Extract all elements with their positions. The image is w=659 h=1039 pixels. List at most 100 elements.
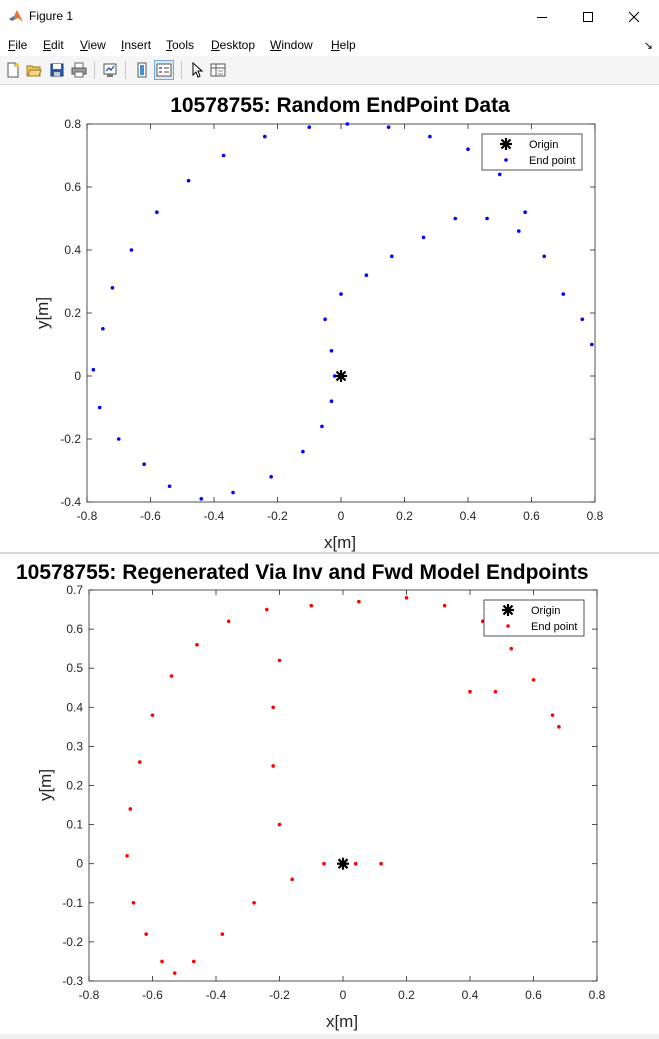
x-tick-label: -0.8 (77, 509, 98, 523)
data-point (271, 764, 275, 768)
y-tick-label: 0.1 (66, 818, 83, 832)
data-point (590, 342, 594, 347)
data-point (323, 317, 327, 322)
data-point (307, 125, 312, 129)
y-tick-label: -0.3 (62, 974, 83, 988)
y-tick-label: 0.2 (64, 306, 81, 320)
maximize-button[interactable] (565, 0, 611, 33)
data-point (144, 932, 148, 936)
legend-button[interactable] (154, 60, 174, 80)
data-point (269, 475, 273, 479)
x-tick-label: 0 (340, 988, 347, 1002)
data-point (138, 760, 142, 764)
scatter-plot-2[interactable]: 10578755: Regenerated Via Inv and Fwd Mo… (0, 554, 659, 1034)
data-point (97, 405, 102, 410)
data-point (345, 122, 350, 126)
menu-bar: File Edit View Insert Tools Desktop Wind… (0, 33, 659, 56)
data-point (580, 317, 585, 322)
data-point (116, 437, 121, 441)
data-point (125, 854, 129, 858)
menu-desktop[interactable]: Desktop (211, 38, 256, 52)
data-point (353, 861, 358, 866)
legend-endpoint-marker (506, 624, 510, 628)
data-point (186, 178, 191, 183)
legend-origin-marker (502, 604, 514, 616)
property-inspector-icon (210, 63, 226, 77)
menu-tools[interactable]: Tools (166, 38, 195, 52)
y-tick-label: 0.4 (64, 243, 81, 257)
menu-insert[interactable]: Insert (121, 38, 152, 52)
data-point (453, 216, 458, 221)
menu-window[interactable]: Window (270, 38, 313, 52)
data-point (550, 713, 555, 717)
dock-arrow-icon[interactable]: ↘ (643, 40, 653, 52)
close-icon (628, 11, 640, 22)
scatter-plot-1[interactable]: 10578755: Random EndPoint Data -0.8 -0.6 -… (0, 85, 659, 552)
property-inspector-button[interactable] (208, 60, 228, 80)
figure-panel-2: 10578755: Regenerated Via Inv and Fwd Mo… (0, 552, 659, 1034)
minimize-button[interactable] (519, 0, 565, 33)
print-button[interactable] (69, 60, 89, 80)
toolbar-separator (94, 61, 95, 79)
data-point (523, 210, 527, 214)
y-tick-label: 0.7 (66, 583, 83, 597)
data-point (195, 642, 199, 647)
data-point (442, 603, 447, 608)
x-tick-label: 0.4 (460, 509, 477, 523)
data-point (468, 689, 472, 694)
y-tick-label: 0 (74, 369, 81, 383)
colorbar-button[interactable] (132, 60, 152, 80)
data-point (379, 861, 383, 866)
data-point (517, 229, 521, 233)
origin-marker (335, 370, 347, 382)
data-point (221, 153, 226, 158)
close-button[interactable] (611, 0, 657, 33)
maximize-icon (583, 11, 593, 22)
print-icon (71, 62, 87, 78)
x-tick-label: -0.4 (204, 509, 225, 523)
legend-endpoint-label: End point (529, 155, 575, 167)
new-figure-icon (7, 62, 19, 78)
save-button[interactable] (47, 60, 67, 80)
x-axis-label: x[m] (324, 533, 356, 552)
data-point (129, 248, 134, 252)
x-tick-label: 0.8 (587, 509, 604, 523)
x-axis-label: x[m] (326, 1012, 358, 1031)
y-axis-label: y[m] (33, 297, 52, 329)
y-tick-label: 0.2 (66, 779, 83, 793)
new-figure-button[interactable] (3, 60, 23, 80)
y-tick-label: 0.5 (66, 661, 83, 675)
axes-box (88, 589, 598, 982)
data-point (301, 449, 305, 454)
data-point (231, 490, 235, 495)
data-point (466, 147, 470, 151)
y-tick-label: 0.6 (64, 180, 81, 194)
legend-origin-label: Origin (531, 605, 560, 617)
legend[interactable]: Origin End point (483, 599, 585, 637)
menu-view[interactable]: View (80, 38, 106, 52)
open-file-button[interactable] (24, 60, 44, 80)
data-point (167, 484, 172, 489)
menu-edit[interactable]: Edit (43, 38, 64, 52)
data-point (390, 254, 394, 259)
data-point (364, 273, 369, 277)
data-point (320, 424, 324, 429)
toolbar-separator (125, 61, 126, 79)
legend[interactable]: Origin End point (481, 133, 583, 171)
y-tick-label: 0.4 (66, 700, 83, 714)
menu-file[interactable]: File (8, 38, 28, 52)
x-tick-label: -0.2 (269, 988, 290, 1002)
y-tick-label: 0.3 (66, 739, 83, 753)
link-plot-button[interactable] (100, 60, 120, 80)
y-tick-label: -0.2 (62, 935, 83, 949)
data-point (110, 286, 115, 290)
x-tick-label: 0.6 (525, 988, 542, 1002)
data-point (309, 603, 314, 608)
edit-plot-button[interactable] (187, 60, 207, 80)
data-point (128, 807, 133, 811)
legend-box (483, 599, 585, 637)
x-tick-label: -0.2 (267, 509, 288, 523)
data-point (428, 134, 432, 139)
data-point (493, 689, 498, 694)
menu-help[interactable]: Help (331, 38, 356, 52)
